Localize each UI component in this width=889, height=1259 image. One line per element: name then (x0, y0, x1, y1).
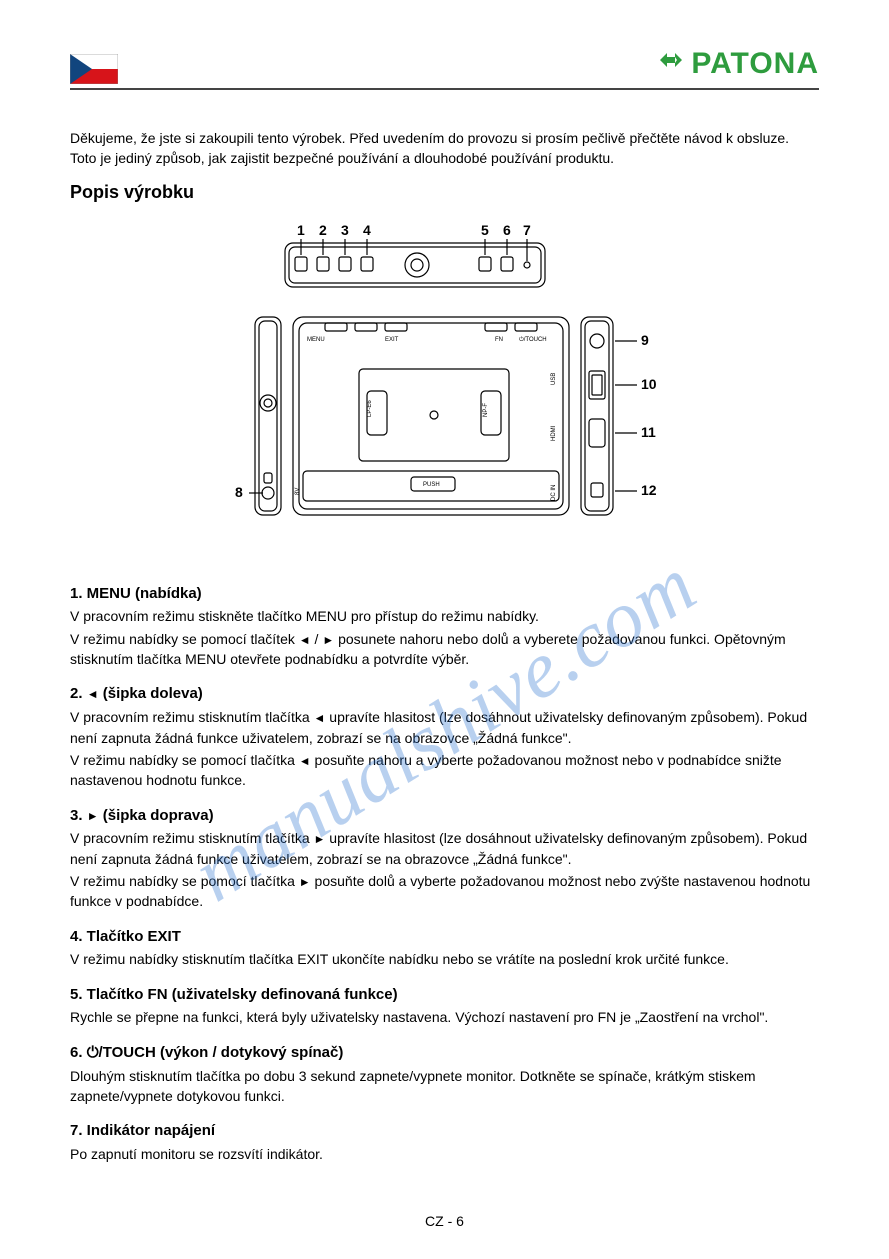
item-5-p: Rychle se přepne na funkci, která byly u… (70, 1007, 819, 1027)
svg-text:PUSH: PUSH (423, 482, 440, 488)
svg-text:NP-F: NP-F (483, 402, 489, 416)
item-4-p: V režimu nabídky stisknutím tlačítka EXI… (70, 949, 819, 969)
product-diagram: 1 2 3 4 5 6 7 8 9 10 11 12 MENU EXIT FN (185, 223, 705, 553)
svg-text:LP-E6: LP-E6 (367, 399, 373, 416)
callout-9: 9 (641, 332, 649, 348)
power-touch-icon: ⏻/TOUCH (87, 1044, 156, 1061)
czech-flag-icon (70, 54, 118, 84)
svg-text:EXIT: EXIT (385, 337, 399, 343)
item-2-p1: V pracovním režimu stisknutím tlačítka ◄… (70, 707, 819, 748)
item-2-p2: V režimu nabídky se pomocí tlačítka ◄ po… (70, 750, 819, 791)
brand-logo: PATONA (657, 46, 819, 82)
right-arrow-icon: ► (299, 875, 311, 889)
item-7: 7. Indikátor napájení Po zapnutí monitor… (70, 1120, 819, 1164)
callout-1: 1 (297, 223, 305, 238)
item-7-p: Po zapnutí monitoru se rozsvítí indikáto… (70, 1144, 819, 1164)
item-4-heading: 4. Tlačítko EXIT (70, 926, 819, 948)
item-3-heading: 3. ► (šipka doprava) (70, 805, 819, 827)
item-2: 2. ◄ (šipka doleva) V pracovním režimu s… (70, 683, 819, 790)
left-arrow-icon: ◄ (299, 754, 311, 768)
right-arrow-icon: ► (322, 633, 334, 647)
left-arrow-icon: ◄ (299, 633, 311, 647)
page-header: PATONA (70, 50, 819, 90)
item-1-heading: 1. MENU (nabídka) (70, 583, 819, 605)
callout-7: 7 (523, 223, 531, 238)
brand-mark-icon (657, 46, 685, 82)
item-7-heading: 7. Indikátor napájení (70, 1120, 819, 1142)
item-2-heading: 2. ◄ (šipka doleva) (70, 683, 819, 705)
item-1: 1. MENU (nabídka) V pracovním režimu sti… (70, 583, 819, 670)
item-6-p: Dlouhým stisknutím tlačítka po dobu 3 se… (70, 1066, 819, 1107)
item-3-p1: V pracovním režimu stisknutím tlačítka ►… (70, 828, 819, 869)
svg-text:HDMI: HDMI (551, 425, 557, 441)
intro-paragraph: Děkujeme, že jste si zakoupili tento výr… (70, 128, 819, 169)
page-number: CZ - 6 (0, 1213, 889, 1229)
callout-4: 4 (363, 223, 371, 238)
item-1-p2: V režimu nabídky se pomocí tlačítek ◄ / … (70, 629, 819, 670)
callout-5: 5 (481, 223, 489, 238)
callout-12: 12 (641, 482, 657, 498)
section-title: Popis výrobku (70, 179, 819, 205)
svg-text:DC IN: DC IN (551, 484, 557, 500)
item-3: 3. ► (šipka doprava) V pracovním režimu … (70, 805, 819, 912)
right-arrow-icon: ► (87, 809, 99, 823)
callout-6: 6 (503, 223, 511, 238)
callout-3: 3 (341, 223, 349, 238)
callout-11: 11 (641, 424, 656, 440)
svg-text:USB: USB (551, 372, 557, 384)
svg-text:MENU: MENU (307, 337, 325, 343)
callout-8: 8 (235, 484, 243, 500)
brand-text: PATONA (691, 47, 819, 81)
left-arrow-icon: ◄ (314, 711, 326, 725)
item-3-p2: V režimu nabídky se pomocí tlačítka ► po… (70, 871, 819, 912)
svg-text:FN: FN (495, 337, 503, 343)
item-5-heading: 5. Tlačítko FN (uživatelsky definovaná f… (70, 984, 819, 1006)
left-arrow-icon: ◄ (87, 687, 99, 701)
item-6: 6. ⏻/TOUCH (výkon / dotykový spínač) Dlo… (70, 1042, 819, 1106)
svg-text:8V: 8V (295, 487, 301, 494)
item-6-heading: 6. ⏻/TOUCH (výkon / dotykový spínač) (70, 1042, 819, 1064)
item-1-p1: V pracovním režimu stiskněte tlačítko ME… (70, 606, 819, 626)
callout-10: 10 (641, 376, 657, 392)
item-4: 4. Tlačítko EXIT V režimu nabídky stiskn… (70, 926, 819, 970)
svg-text:⏻/TOUCH: ⏻/TOUCH (519, 336, 547, 343)
callout-2: 2 (319, 223, 327, 238)
right-arrow-icon: ► (314, 832, 326, 846)
item-5: 5. Tlačítko FN (uživatelsky definovaná f… (70, 984, 819, 1028)
